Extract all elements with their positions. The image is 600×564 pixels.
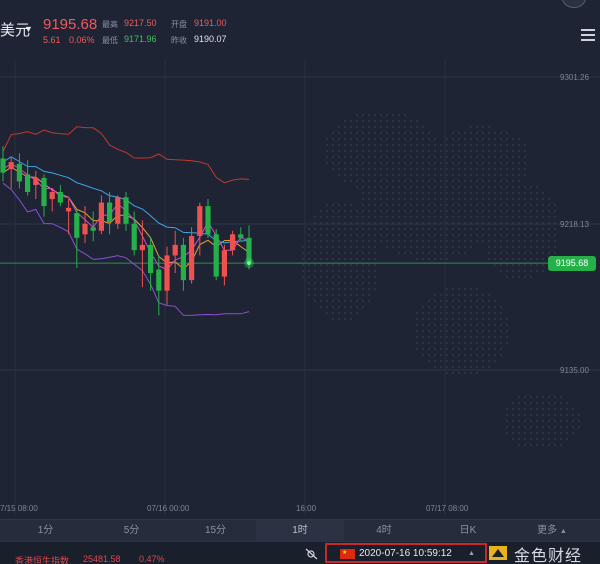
- lower-band-line: [2, 182, 250, 316]
- candle-body: [0, 158, 6, 173]
- crosshair-icon[interactable]: [305, 547, 319, 561]
- china-flag-icon: ★: [340, 549, 355, 559]
- tab-4hour[interactable]: 4时: [376, 525, 392, 536]
- candle-body: [131, 223, 137, 251]
- menu-icon[interactable]: [581, 29, 595, 41]
- prev-close-value: 9190.07: [194, 34, 227, 44]
- candle-body: [213, 234, 219, 277]
- tab-more-label: 更多: [537, 525, 558, 536]
- candle-body: [172, 244, 178, 256]
- last-price-dot: [247, 261, 251, 266]
- candle-body: [41, 177, 47, 207]
- x-tick-label: 16:00: [296, 504, 317, 513]
- tab-15min[interactable]: 15分: [204, 525, 227, 536]
- candle-body: [197, 206, 203, 237]
- timestamp-selector[interactable]: ★ 2020-07-16 10:59:12 ▲: [325, 543, 487, 563]
- open-value: 9191.00: [194, 18, 227, 28]
- candles: [0, 146, 254, 316]
- candle-body: [25, 174, 31, 193]
- tab-daily[interactable]: 日K: [459, 525, 477, 536]
- high-label: 最高: [102, 20, 118, 29]
- y-tick-label: 9218.13: [560, 220, 589, 229]
- candle-body: [107, 202, 113, 222]
- x-tick-label: 7/15 08:00: [0, 504, 38, 513]
- last-price-tag: 9195.68: [548, 256, 596, 271]
- ticker-pct: 0.47%: [139, 554, 165, 564]
- candle-body: [205, 206, 211, 235]
- timeframe-tabs: 1分 5分 15分 1时 4时 日K 更多 ▲: [0, 519, 600, 541]
- chevron-down-icon[interactable]: ▼: [24, 24, 33, 34]
- candle-body: [33, 177, 39, 185]
- candle-body: [49, 192, 55, 200]
- candle-body: [246, 237, 252, 264]
- low-value: 9171.96: [124, 34, 157, 44]
- x-tick-label: 07/17 08:00: [426, 504, 469, 513]
- open-label: 开盘: [171, 20, 187, 29]
- world-map-background: [302, 114, 580, 446]
- candle-body: [8, 162, 14, 170]
- candle-body: [123, 197, 129, 224]
- candle-body: [66, 207, 72, 212]
- candle-body: [164, 255, 170, 291]
- caret-up-icon: ▲: [559, 528, 567, 535]
- quote-header: 美元 ▼ 9195.68 5.61 0.06% 最高 9217.50 开盘 91…: [0, 0, 600, 52]
- candle-body: [74, 213, 80, 238]
- timestamp: 2020-07-16 10:59:12: [359, 548, 452, 559]
- upper-band-line: [2, 126, 250, 184]
- high-value: 9217.50: [124, 18, 157, 28]
- candle-body: [230, 234, 236, 251]
- x-tick-label: 07/16 00:00: [147, 504, 190, 513]
- low-label: 最低: [102, 36, 118, 45]
- candle-body: [82, 223, 88, 235]
- price-chart[interactable]: [0, 0, 600, 520]
- tab-1hour[interactable]: 1时: [256, 520, 344, 541]
- candle-body: [98, 202, 104, 231]
- ticker-value: 25481.58: [83, 554, 121, 564]
- avatar[interactable]: [562, 0, 586, 8]
- candle-body: [238, 234, 244, 238]
- y-tick-label: 9301.26: [560, 73, 589, 82]
- caret-up-icon: ▲: [468, 550, 475, 557]
- chart-grid: [0, 60, 600, 515]
- footer-bar: 香港恒生指数 25481.58 0.47% ★ 2020-07-16 10:59…: [0, 541, 600, 564]
- candle-body: [115, 197, 121, 224]
- ticker-name[interactable]: 香港恒生指数: [15, 556, 70, 564]
- candle-body: [57, 192, 63, 203]
- pair-label[interactable]: 美元: [0, 22, 31, 39]
- tab-1min[interactable]: 1分: [37, 525, 54, 536]
- price-change-pct: 0.06%: [69, 35, 95, 45]
- candle-body: [90, 227, 96, 231]
- tab-5min[interactable]: 5分: [123, 525, 140, 536]
- candle-body: [180, 244, 186, 281]
- prev-close-label: 昨收: [171, 36, 187, 45]
- candle-body: [156, 269, 162, 291]
- tab-more[interactable]: 更多 ▲: [510, 520, 594, 541]
- y-tick-label: 9135.00: [560, 366, 589, 375]
- price-change: 5.61: [43, 35, 61, 45]
- candle-body: [16, 163, 22, 182]
- candle-body: [221, 250, 227, 277]
- candle-body: [189, 236, 195, 281]
- candle-body: [148, 244, 154, 274]
- brand-logo-icon: [489, 546, 507, 560]
- brand-name: 金色财经: [514, 548, 583, 564]
- candle-body: [139, 244, 145, 251]
- current-price: 9195.68: [43, 16, 98, 33]
